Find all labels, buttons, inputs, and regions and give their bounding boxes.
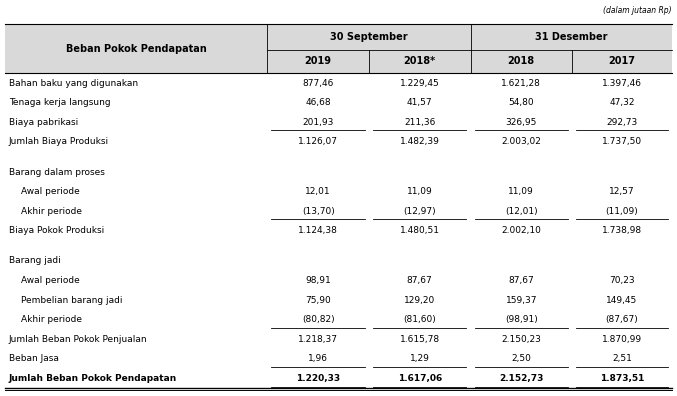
Text: 211,36: 211,36 [404, 118, 435, 127]
Text: 1,29: 1,29 [410, 354, 430, 363]
Text: 326,95: 326,95 [506, 118, 537, 127]
Text: 1.229,45: 1.229,45 [400, 78, 439, 88]
Text: 129,20: 129,20 [404, 295, 435, 305]
Text: Tenaga kerja langsung: Tenaga kerja langsung [9, 98, 110, 107]
Text: (11,09): (11,09) [605, 207, 638, 215]
Text: 149,45: 149,45 [606, 295, 638, 305]
Text: 1.218,37: 1.218,37 [298, 335, 338, 344]
Text: 292,73: 292,73 [606, 118, 638, 127]
Text: Pembelian barang jadi: Pembelian barang jadi [21, 295, 123, 305]
Text: 1.621,28: 1.621,28 [502, 78, 541, 88]
Text: Barang jadi: Barang jadi [9, 257, 60, 265]
Text: (81,60): (81,60) [403, 315, 436, 324]
Text: 98,91: 98,91 [305, 276, 331, 285]
Text: 1.738,98: 1.738,98 [602, 226, 642, 235]
Text: Jumlah Biaya Produksi: Jumlah Biaya Produksi [9, 137, 109, 146]
Text: 87,67: 87,67 [508, 276, 534, 285]
Text: 54,80: 54,80 [508, 98, 534, 107]
Text: Biaya pabrikasi: Biaya pabrikasi [9, 118, 78, 127]
Text: Beban Pokok Pendapatan: Beban Pokok Pendapatan [66, 44, 206, 53]
Text: (80,82): (80,82) [302, 315, 334, 324]
Bar [5, 24, 672, 73]
Text: Awal periode: Awal periode [21, 276, 80, 285]
Text: 2.150,23: 2.150,23 [502, 335, 541, 344]
Text: 877,46: 877,46 [303, 78, 334, 88]
Text: 1,96: 1,96 [308, 354, 328, 363]
Text: 12,57: 12,57 [609, 187, 634, 196]
Text: 201,93: 201,93 [303, 118, 334, 127]
Text: Bahan baku yang digunakan: Bahan baku yang digunakan [9, 78, 138, 88]
Text: (98,91): (98,91) [505, 315, 538, 324]
Text: 75,90: 75,90 [305, 295, 331, 305]
Text: 1.397,46: 1.397,46 [602, 78, 642, 88]
Text: 1.870,99: 1.870,99 [602, 335, 642, 344]
Text: 41,57: 41,57 [407, 98, 433, 107]
Text: Beban Jasa: Beban Jasa [9, 354, 59, 363]
Text: 1.737,50: 1.737,50 [602, 137, 642, 146]
Text: 1.617,06: 1.617,06 [397, 374, 442, 383]
Text: Jumlah Beban Pokok Pendapatan: Jumlah Beban Pokok Pendapatan [9, 374, 177, 383]
Text: 87,67: 87,67 [407, 276, 433, 285]
Text: 2.152,73: 2.152,73 [499, 374, 544, 383]
Text: 1.126,07: 1.126,07 [298, 137, 338, 146]
Text: 1.873,51: 1.873,51 [600, 374, 644, 383]
Text: (12,97): (12,97) [403, 207, 436, 215]
Text: 2019: 2019 [305, 56, 332, 67]
Text: 46,68: 46,68 [305, 98, 331, 107]
Text: Akhir periode: Akhir periode [21, 315, 82, 324]
Text: 1.124,38: 1.124,38 [299, 226, 338, 235]
Text: 11,09: 11,09 [407, 187, 433, 196]
Text: 30 September: 30 September [330, 32, 408, 42]
Text: 70,23: 70,23 [609, 276, 634, 285]
Text: 2018: 2018 [508, 56, 535, 67]
Text: Awal periode: Awal periode [21, 187, 80, 196]
Text: 2,50: 2,50 [511, 354, 531, 363]
Text: 12,01: 12,01 [305, 187, 331, 196]
Text: 2.002,10: 2.002,10 [502, 226, 541, 235]
Text: 11,09: 11,09 [508, 187, 534, 196]
Text: 2,51: 2,51 [612, 354, 632, 363]
Text: (12,01): (12,01) [505, 207, 538, 215]
Text: (87,67): (87,67) [605, 315, 638, 324]
Text: 1.482,39: 1.482,39 [400, 137, 439, 146]
Text: 2018*: 2018* [403, 56, 436, 67]
Text: Jumlah Beban Pokok Penjualan: Jumlah Beban Pokok Penjualan [9, 335, 148, 344]
Text: Barang dalam proses: Barang dalam proses [9, 168, 105, 177]
Text: 2.003,02: 2.003,02 [502, 137, 541, 146]
Text: Akhir periode: Akhir periode [21, 207, 82, 215]
Text: 1.480,51: 1.480,51 [399, 226, 440, 235]
Text: 1.220,33: 1.220,33 [296, 374, 341, 383]
Text: 159,37: 159,37 [506, 295, 537, 305]
Text: 2017: 2017 [609, 56, 635, 67]
Text: (13,70): (13,70) [302, 207, 334, 215]
Text: 31 Desember: 31 Desember [535, 32, 607, 42]
Text: 1.615,78: 1.615,78 [399, 335, 440, 344]
Text: 47,32: 47,32 [609, 98, 634, 107]
Text: (dalam jutaan Rp): (dalam jutaan Rp) [603, 6, 672, 15]
Text: Biaya Pokok Produksi: Biaya Pokok Produksi [9, 226, 104, 235]
